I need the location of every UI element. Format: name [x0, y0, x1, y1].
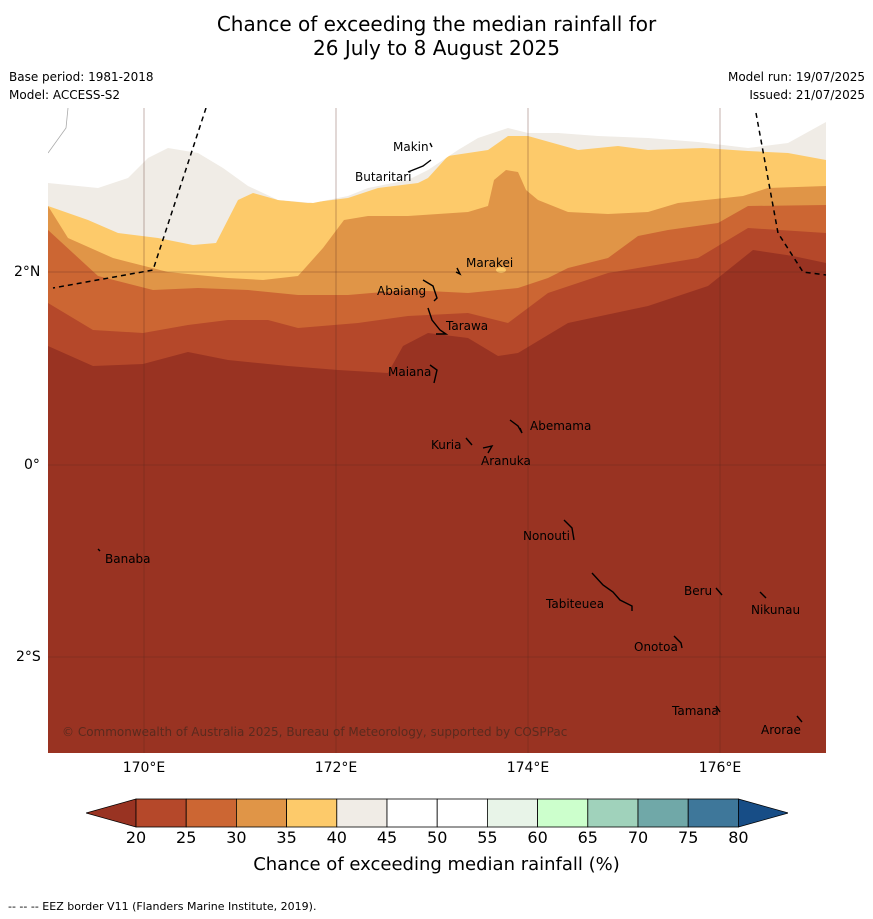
marakei-patch [496, 267, 506, 273]
colorbar-extend-high [738, 798, 788, 828]
base-period: Base period: 1981-2018 [9, 70, 154, 84]
colorbar-bin-70-75 [637, 798, 689, 828]
label-kuria: Kuria [431, 438, 462, 452]
lat-label-2n: 2°N [14, 264, 41, 280]
grid-lines [48, 108, 826, 753]
region-50-55 [48, 108, 826, 203]
colorbar-tick-65: 65 [577, 828, 598, 847]
colorbar-tick-60: 60 [527, 828, 548, 847]
colorbar-tick-55: 55 [477, 828, 498, 847]
lat-label-2s: 2°S [16, 649, 41, 665]
meta-left: Base period: 1981-2018 Model: ACCESS-S2 [9, 68, 154, 104]
colorbar-tick-30: 30 [226, 828, 247, 847]
coastline [48, 108, 69, 154]
map-title: Chance of exceeding the median rainfall … [0, 12, 873, 60]
label-nikunau: Nikunau [751, 603, 800, 617]
label-nonouti: Nonouti [523, 529, 570, 543]
aranuka-island [482, 444, 494, 454]
colorbar-bin-45-50 [386, 798, 438, 828]
colorbar-bin-50-55 [436, 798, 488, 828]
label-abemama: Abemama [530, 419, 591, 433]
onotoa-island [673, 635, 683, 649]
colorbar-tick-70: 70 [627, 828, 649, 847]
beru-island [715, 587, 723, 596]
label-tamana: Tamana [671, 704, 719, 718]
colorbar-tick-80: 80 [728, 828, 749, 847]
label-marakei: Marakei [466, 256, 513, 270]
label-maiana: Maiana [388, 365, 431, 379]
marakei-island [455, 267, 462, 276]
colorbar-bin-30-35 [235, 798, 287, 828]
colorbar-tick-45: 45 [376, 828, 398, 847]
label-butaritari: Butaritari [355, 170, 412, 184]
title-line-1: Chance of exceeding the median rainfall … [216, 12, 657, 36]
model-run: Model run: 19/07/2025 [727, 70, 865, 84]
tamana-island [715, 705, 721, 713]
model-name: Model: ACCESS-S2 [9, 88, 121, 102]
lon-label-174: 174°E [506, 760, 550, 776]
colorbar-bin-40-45 [336, 798, 388, 828]
butaritari-island [407, 159, 432, 173]
label-arorae: Arorae [761, 723, 801, 737]
colorbar-bin-20-25 [135, 798, 187, 828]
rainfall-map: Makin Butaritari Marakei Abaiang Tarawa … [48, 108, 826, 753]
lat-label-0: 0° [24, 457, 40, 473]
lon-label-176: 176°E [698, 760, 742, 776]
label-aranuka: Aranuka [481, 454, 531, 468]
colorbar-tick-35: 35 [276, 828, 297, 847]
colorbar-bin-60-65 [537, 798, 589, 828]
title-line-2: 26 July to 8 August 2025 [313, 36, 560, 60]
eez-footer: -- -- -- EEZ border V11 (Flanders Marine… [8, 900, 317, 913]
nonouti-island [563, 519, 575, 541]
label-banaba: Banaba [105, 552, 151, 566]
colorbar-bin-75-80 [687, 798, 739, 828]
tarawa-island [427, 307, 449, 335]
colorbar-tick-50: 50 [427, 828, 448, 847]
nikunau-island [759, 591, 767, 599]
label-onotoa: Onotoa [634, 640, 678, 654]
makin-island [429, 142, 433, 148]
colorbar-tick-75: 75 [678, 828, 699, 847]
colorbar-bin-55-60 [486, 798, 538, 828]
place-labels: Makin Butaritari Marakei Abaiang Tarawa … [105, 140, 801, 737]
label-beru: Beru [684, 584, 712, 598]
colorbar-tick-25: 25 [176, 828, 197, 847]
label-tabiteuea: Tabiteuea [545, 597, 604, 611]
colorbar [86, 798, 788, 828]
label-makin: Makin [393, 140, 429, 154]
colorbar-tick-40: 40 [326, 828, 347, 847]
abaiang-island [422, 279, 438, 302]
eez-border [52, 108, 826, 289]
tabiteuea-island [591, 572, 633, 611]
maiana-island [429, 364, 438, 384]
meta-right: Model run: 19/07/2025 Issued: 21/07/2025 [728, 68, 865, 104]
lon-label-172: 172°E [314, 760, 358, 776]
colorbar-extend-low [86, 798, 137, 828]
issued-date: Issued: 21/07/2025 [749, 88, 865, 102]
label-abaiang: Abaiang [377, 284, 426, 298]
colorbar-bin-35-40 [286, 798, 338, 828]
colorbar-bin-65-70 [587, 798, 639, 828]
colorbar-bin-25-30 [185, 798, 237, 828]
label-tarawa: Tarawa [445, 319, 488, 333]
islands [97, 142, 803, 723]
copyright-text: © Commonwealth of Australia 2025, Bureau… [62, 725, 567, 739]
colorbar-label: Chance of exceeding median rainfall (%) [253, 854, 620, 875]
banaba-island [97, 548, 101, 552]
arorae-island [796, 715, 803, 723]
lon-label-170: 170°E [122, 760, 166, 776]
kuria-island [465, 437, 473, 446]
colorbar-tick-20: 20 [125, 828, 147, 847]
abemama-island [509, 419, 523, 434]
